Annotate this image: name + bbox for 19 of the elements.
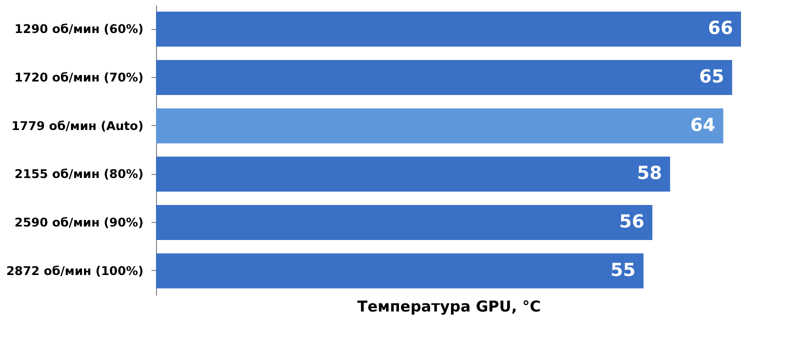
bar [156,12,741,47]
data-label: 56 [619,212,644,232]
bar [156,108,724,144]
data-label: 66 [708,18,733,40]
y-tick-label: 1720 об/мин (70%) [14,70,144,84]
y-tick-label: 1779 об/мин (Auto) [11,118,144,133]
data-label: 65 [699,66,724,88]
bar [156,253,644,288]
y-tick-label: 2590 об/мин (90%) [14,216,144,230]
bar [156,156,670,192]
bar [156,205,652,240]
y-tick-label: 1290 об/мин (60%) [14,22,144,36]
data-label: 58 [637,163,662,184]
x-axis-title: Температура GPU, °C [357,298,541,316]
bar [156,60,732,95]
y-tick-label: 2155 об/мин (80%) [14,167,144,182]
data-label: 55 [610,260,636,281]
y-tick-label: 2872 об/мин (100%) [6,264,144,278]
data-label: 64 [690,114,716,136]
